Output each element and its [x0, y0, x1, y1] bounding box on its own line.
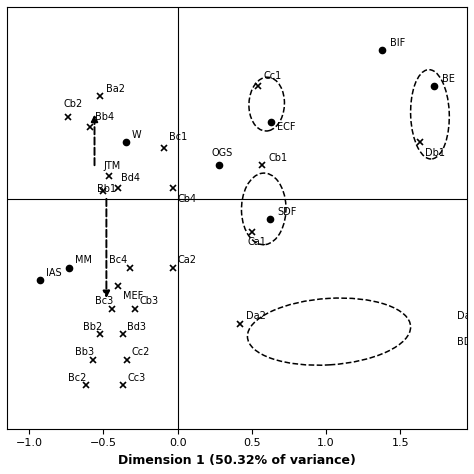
Text: IAS: IAS — [46, 268, 61, 278]
Text: Da2: Da2 — [246, 311, 266, 321]
Text: Cb2: Cb2 — [64, 99, 82, 109]
Text: Bd3: Bd3 — [127, 322, 146, 332]
Text: Cc2: Cc2 — [132, 347, 150, 357]
Text: ECF: ECF — [277, 122, 296, 132]
Text: Cb3: Cb3 — [139, 296, 158, 306]
Text: Cc1: Cc1 — [264, 71, 282, 81]
Text: Db1: Db1 — [426, 148, 446, 158]
Text: Bb4: Bb4 — [94, 112, 114, 122]
Text: OGS: OGS — [212, 148, 233, 158]
Text: W: W — [132, 130, 141, 140]
Text: MEF: MEF — [123, 291, 143, 301]
Text: Cb1: Cb1 — [268, 153, 287, 163]
Text: BE: BE — [442, 73, 455, 83]
Text: Bb1: Bb1 — [98, 183, 117, 193]
Text: Da: Da — [456, 311, 470, 321]
Text: Bb2: Bb2 — [82, 322, 102, 332]
Text: SDF: SDF — [277, 207, 296, 217]
Text: Cb4: Cb4 — [178, 194, 197, 204]
Text: Bd4: Bd4 — [121, 173, 140, 183]
Text: MM: MM — [75, 255, 92, 265]
Text: Bc3: Bc3 — [94, 296, 113, 306]
Text: Ca1: Ca1 — [247, 237, 266, 247]
Text: Bb3: Bb3 — [75, 347, 94, 357]
Text: Bc4: Bc4 — [109, 255, 128, 265]
Text: BIF: BIF — [390, 38, 405, 48]
Text: Bc1: Bc1 — [169, 132, 187, 143]
Text: Cc3: Cc3 — [127, 373, 146, 383]
Text: JTM: JTM — [103, 161, 121, 171]
Text: Bc2: Bc2 — [68, 373, 86, 383]
Text: BD: BD — [456, 337, 471, 347]
Text: Ba2: Ba2 — [106, 84, 126, 94]
Text: Ca2: Ca2 — [178, 255, 197, 265]
X-axis label: Dimension 1 (50.32% of variance): Dimension 1 (50.32% of variance) — [118, 454, 356, 467]
